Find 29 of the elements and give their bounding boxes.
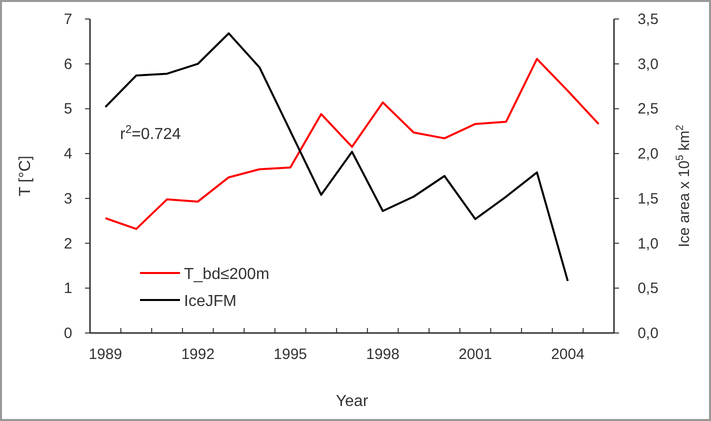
- line-series: [104, 58, 600, 230]
- legend-label: T_bd≤200m: [184, 266, 270, 283]
- x-tick-label: 1995: [274, 346, 308, 363]
- x-tick-label: 1998: [366, 346, 400, 363]
- y-tick-label: 4: [64, 146, 72, 163]
- y2-tick-label: 2,5: [638, 100, 658, 118]
- x-tick-label: 2004: [551, 346, 584, 363]
- y-tick-label: 1: [64, 280, 72, 298]
- annotation: r$^{2}$=0.724: [120, 124, 182, 143]
- line-series: [104, 32, 569, 282]
- y-tick-label: 0: [64, 325, 72, 342]
- y-tick-label: 6: [64, 56, 72, 73]
- x-tick-label: 2001: [458, 346, 492, 363]
- y-tick-label: 7: [64, 11, 72, 28]
- y2-tick-label: 1,5: [638, 190, 658, 208]
- y2-tick-label: 2,0: [638, 146, 658, 163]
- y2-tick-label: 1,0: [638, 235, 658, 252]
- y2-tick-label: 0,5: [638, 280, 658, 298]
- y-axis-title: T [°C]: [17, 156, 34, 196]
- x-tick-label: 1989: [88, 346, 122, 363]
- y2-tick-label: 3,5: [638, 11, 658, 28]
- y2-tick-label: 3,0: [638, 56, 658, 73]
- y-tick-label: 3: [64, 190, 72, 208]
- y-tick-label: 5: [64, 100, 72, 118]
- legend-label: IceJFM: [184, 293, 236, 310]
- y-tick-label: 2: [64, 235, 72, 252]
- y2-tick-label: 0,0: [638, 325, 658, 342]
- x-tick-label: 1992: [181, 346, 215, 363]
- x-axis-title: Year: [336, 393, 369, 410]
